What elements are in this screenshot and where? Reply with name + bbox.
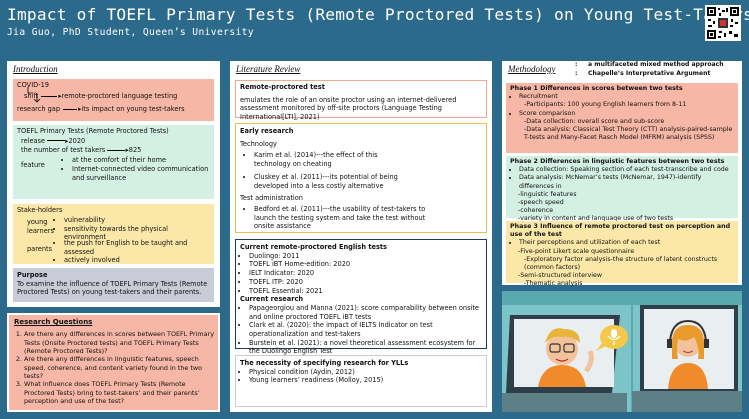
rq-item: What influence does TOEFL Primary Tests … bbox=[24, 380, 215, 405]
phase2-line: -coherence bbox=[518, 207, 554, 215]
phase1-box: Phase 1 Differences in scores between tw… bbox=[506, 83, 738, 153]
covid-box: COVID-19 shift ▸remote-proctored languag… bbox=[13, 79, 214, 121]
stakeholders-title: Stake-holders bbox=[17, 206, 63, 214]
gap-label: research gap bbox=[17, 105, 61, 113]
video-call-illustration bbox=[502, 291, 742, 412]
necessity-title: The necessity of specifying research for… bbox=[240, 359, 409, 367]
young-item: sensitivity towards the physical environ… bbox=[64, 225, 211, 242]
phase1-line: -Data collection: overall score and sub-… bbox=[524, 117, 665, 125]
current-research-title: Current research bbox=[240, 295, 304, 304]
release-value: 2020 bbox=[68, 136, 86, 145]
gap-target: its impact on young test-takers bbox=[81, 105, 185, 113]
phase3-title: Phase 3 Influence of remote proctored te… bbox=[510, 223, 731, 239]
qr-code-icon bbox=[705, 5, 741, 41]
methodology-heading: Methodology bbox=[508, 64, 556, 74]
test-item: TOEFL iBT Home-edition: 2020 bbox=[249, 260, 482, 269]
test-item: IELT Indicator: 2020 bbox=[249, 269, 482, 278]
method-note: a multifaceted mixed method approach bbox=[588, 61, 724, 68]
toefl-title: TOEFL Primary Tests (Remote Proctored Te… bbox=[17, 127, 169, 135]
phase2-line: -linguistic features bbox=[518, 190, 577, 198]
purpose-text: To examine the influence of TOEFL Primar… bbox=[17, 279, 208, 297]
phase3-line: -Five-point Likert scale questionnaire bbox=[518, 247, 635, 255]
introduction-heading: Introduction bbox=[13, 64, 58, 74]
necessity-box: The necessity of specifying research for… bbox=[235, 355, 487, 407]
parents-item: the push for English to be taught and as… bbox=[64, 239, 213, 256]
test-item: Duolingo: 2011 bbox=[249, 252, 482, 261]
literature-panel: Literature Review Remote-proctored test … bbox=[230, 61, 492, 412]
test-item: TOEFL Essential: 2021 bbox=[249, 287, 482, 296]
phase3-line: -Thematic analysis bbox=[524, 280, 583, 288]
covid-arrows-icon bbox=[27, 87, 41, 103]
phase1-line: -Participants: 100 young English learner… bbox=[524, 101, 687, 109]
technology-label: Technology bbox=[240, 139, 277, 148]
young-item: vulnerability bbox=[64, 216, 211, 225]
rq-item: Are there any differences in linguistic … bbox=[24, 355, 215, 380]
young-learners-label: young learners bbox=[27, 218, 54, 235]
feature-item: at the comfort of their home bbox=[72, 156, 211, 165]
admin-label: Test administration bbox=[240, 194, 303, 203]
takers-label: the number of test takers bbox=[21, 146, 106, 155]
shift-target: remote-proctored language testing bbox=[61, 92, 178, 100]
tech-item: Cluskey et al. (2011)---its potential of… bbox=[254, 173, 400, 190]
parents-item: actively involved bbox=[64, 256, 213, 265]
necessity-item: Physical condition (Aydin, 2012) bbox=[249, 368, 482, 377]
shift-label: shift bbox=[24, 92, 39, 100]
stakeholders-box: Stake-holders young learners vulnerabili… bbox=[13, 204, 214, 264]
phase2-line: -speech speed bbox=[518, 198, 564, 206]
covid-label: COVID-19 bbox=[17, 81, 49, 89]
gap-row: research gap ▸its impact on young test-t… bbox=[17, 105, 185, 113]
feature-label: feature bbox=[21, 161, 45, 170]
laptop-people-icon bbox=[502, 291, 742, 412]
phase3-line: -Semi-structured interview bbox=[518, 272, 603, 280]
rpt-box: Remote-proctored test emulates the role … bbox=[235, 80, 487, 121]
phase1-line: -Data analysis: Classical Test Theory (C… bbox=[524, 125, 733, 142]
research-item: Clark et al. (2020): the impact of IELTS… bbox=[249, 321, 482, 338]
method-notes: : a multifaceted mixed method approach :… bbox=[575, 61, 724, 77]
current-tests-box: Current remote-proctored English tests D… bbox=[235, 239, 487, 355]
rpt-title: Remote-proctored test bbox=[240, 83, 325, 91]
research-item: Papageorgiou and Manna (2021): score com… bbox=[249, 304, 482, 321]
rpt-text: emulates the role of an onsite proctor u… bbox=[240, 95, 457, 122]
research-item: Burstein et al. (2021): a novel theoreti… bbox=[249, 339, 482, 356]
literature-heading: Literature Review bbox=[236, 64, 301, 74]
early-title: Early research bbox=[240, 127, 294, 135]
purpose-box: Purpose To examine the influence of TOEF… bbox=[13, 268, 214, 302]
introduction-panel: Introduction COVID-19 shift ▸remote-proc… bbox=[7, 61, 220, 307]
admin-item: Bedford et al. (2011)---the usability of… bbox=[254, 205, 445, 231]
methodology-panel: Methodology : a multifaceted mixed metho… bbox=[502, 61, 742, 287]
research-questions-panel: Research Questions Are there any differe… bbox=[7, 313, 220, 412]
rq-title: Research Questions bbox=[14, 318, 93, 326]
feature-item: Internet-connected video communication a… bbox=[72, 165, 211, 182]
necessity-item: Young learners’ readiness (Molloy, 2015) bbox=[249, 376, 482, 385]
phase2-box: Phase 2 Differences in linguistic featur… bbox=[506, 156, 738, 222]
release-label: release bbox=[21, 136, 46, 145]
phase2-line: Data collection: Speaking section of eac… bbox=[519, 166, 734, 174]
test-item: TOEFL ITP: 2020 bbox=[249, 278, 482, 287]
phase2-line: Data analysis: McNemar’s tests (McNemar,… bbox=[519, 174, 734, 190]
current-title: Current remote-proctored English tests bbox=[240, 243, 387, 251]
toefl-primary-box: TOEFL Primary Tests (Remote Proctored Te… bbox=[13, 125, 214, 199]
rq-item: Are there any differences in scores betw… bbox=[24, 330, 215, 355]
method-note: Chapelle’s Interpretative Argument bbox=[588, 69, 711, 77]
phase1-line: Recruitment bbox=[519, 93, 734, 101]
early-research-box: Early research Technology Karim et al. (… bbox=[235, 123, 487, 233]
tech-item: Karim et al. (2014)---the effect of this… bbox=[254, 151, 400, 168]
author-line: Jia Guo, PhD Student, Queen’s University bbox=[7, 27, 255, 38]
phase1-line: Score comparison bbox=[519, 110, 734, 118]
phase3-box: Phase 3 Influence of remote proctored te… bbox=[506, 221, 738, 287]
purpose-title: Purpose bbox=[17, 271, 48, 279]
phase2-line: -variety in content and language use of … bbox=[518, 215, 674, 223]
phase3-line: Their perceptions and utilization of eac… bbox=[519, 239, 734, 247]
phase3-line: -Exploratory factor analysis-the structu… bbox=[524, 255, 718, 271]
shift-row: shift ▸remote-proctored language testing bbox=[24, 92, 178, 100]
phase1-title: Phase 1 Differences in scores between tw… bbox=[510, 85, 683, 92]
phase2-title: Phase 2 Differences in linguistic featur… bbox=[510, 158, 725, 165]
parents-label: parents bbox=[27, 245, 53, 253]
takers-value: 825 bbox=[128, 146, 142, 155]
poster-title: Impact of TOEFL Primary Tests (Remote Pr… bbox=[7, 5, 749, 24]
